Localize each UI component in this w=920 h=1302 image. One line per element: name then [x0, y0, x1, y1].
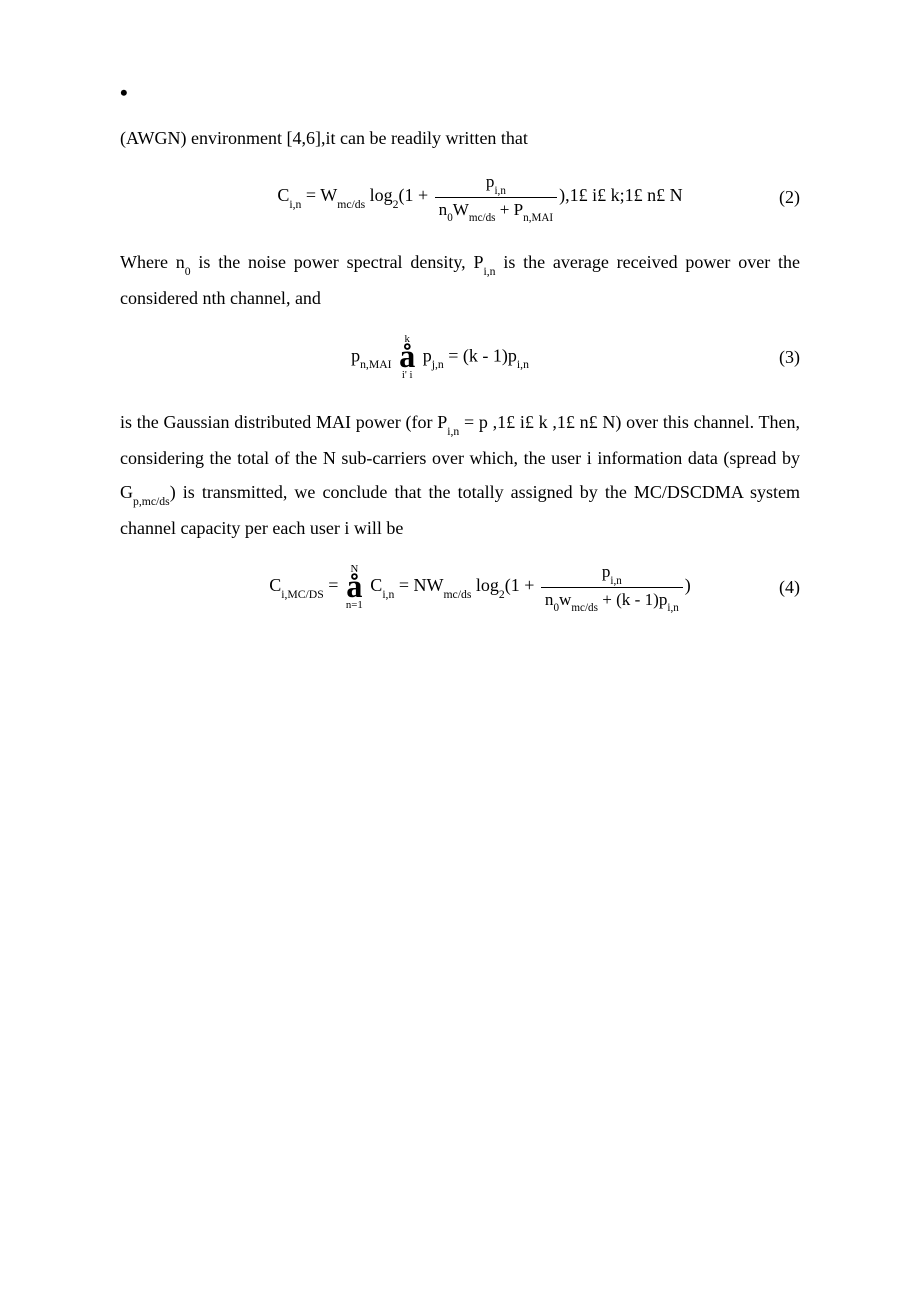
- eq2-cond: 1£ i£ k;1£ n£ N: [570, 185, 683, 205]
- eq2-den-n: n: [439, 200, 448, 219]
- paragraph-mai: is the Gaussian distributed MAI power (f…: [120, 405, 800, 545]
- eq2-den-P-sub: n,MAI: [523, 212, 553, 224]
- eq4-eq1: =: [324, 575, 343, 595]
- eq2-fraction: pi,nn0Wmc/ds + Pn,MAI: [435, 172, 557, 222]
- p2-P: P: [474, 252, 484, 272]
- eq3-p-sub: n,MAI: [360, 358, 392, 371]
- eq2-den-n-sub: 0: [447, 212, 453, 224]
- eq4-sum-operator: N å n=1: [346, 564, 363, 611]
- eq4-den-p-sub: i,n: [667, 602, 678, 614]
- p3-P-sub: i,n: [447, 425, 459, 438]
- p3-G: G: [120, 482, 133, 502]
- equation-2-number: (2): [760, 187, 800, 208]
- p3-prefix: is the Gaussian distributed MAI power (f…: [120, 412, 437, 432]
- eq2-num-p-sub: i,n: [494, 185, 505, 197]
- eq2-log: log: [365, 185, 393, 205]
- p3-eq: = p ,1£ i£ k ,1£ n£ N: [459, 412, 615, 432]
- equation-2-row: Ci,n = Wmc/ds log2(1 + pi,nn0Wmc/ds + Pn…: [120, 167, 800, 227]
- eq4-den-w: w: [559, 590, 571, 609]
- equation-3-row: pn,MAI k å i' i pj,n = (k - 1)pi,n (3): [120, 327, 800, 387]
- equation-4: Ci,MC/DS = N å n=1 Ci,n = NWmc/ds log2(1…: [120, 562, 760, 612]
- paragraph-awgn: (AWGN) environment [4,6],it can be readi…: [120, 121, 800, 155]
- eq4-eq2: = NW: [394, 575, 443, 595]
- p2-prefix: Where: [120, 252, 176, 272]
- eq2-den-W: W: [453, 200, 469, 219]
- eq4-log: log: [471, 575, 499, 595]
- equation-3-number: (3): [760, 347, 800, 368]
- eq4-fraction: pi,nn0wmc/ds + (k - 1)pi,n: [541, 562, 683, 612]
- eq3-sum-mid: å: [399, 343, 415, 372]
- eq2-W-sub: mc/ds: [337, 198, 365, 211]
- eq2-open: (1 +: [399, 185, 433, 205]
- eq2-den-P: P: [514, 200, 524, 219]
- eq2-close: ),: [559, 185, 570, 205]
- eq2-den-W-sub: mc/ds: [469, 212, 496, 224]
- eq2-lhs-C: C: [277, 185, 289, 205]
- eq2-den-plus: +: [495, 200, 513, 219]
- bullet-marker: •: [120, 80, 800, 106]
- eq4-log-sub: 2: [499, 588, 505, 601]
- equation-2: Ci,n = Wmc/ds log2(1 + pi,nn0Wmc/ds + Pn…: [120, 172, 760, 222]
- eq4-sum-lower: n=1: [346, 600, 363, 611]
- eq4-close: ): [685, 575, 691, 595]
- p3-P: P: [437, 412, 447, 432]
- eq2-lhs-C-sub: i,n: [289, 198, 301, 211]
- p2-mid1: is the noise power spectral density,: [191, 252, 474, 272]
- p2-n0: n: [176, 252, 185, 272]
- eq3-pi-sub: i,n: [517, 358, 529, 371]
- eq4-sum-mid: å: [346, 573, 363, 602]
- eq2-eq: =: [301, 185, 320, 205]
- eq3-eq: = (k - 1)p: [444, 345, 517, 365]
- eq4-lhs-C-sub: i,MC/DS: [281, 588, 324, 601]
- eq2-W: W: [320, 185, 337, 205]
- p2-P-sub: i,n: [484, 265, 496, 278]
- eq4-den-w-sub: mc/ds: [571, 602, 598, 614]
- paragraph-where: Where n0 is the noise power spectral den…: [120, 245, 800, 315]
- eq4-den-n-sub: 0: [553, 602, 559, 614]
- p2-n0-sub: 0: [185, 265, 191, 278]
- equation-4-number: (4): [760, 577, 800, 598]
- eq4-lhs-C: C: [269, 575, 281, 595]
- eq4-C2-sub: i,n: [382, 588, 394, 601]
- eq4-open: (1 +: [505, 575, 539, 595]
- equation-3: pn,MAI k å i' i pj,n = (k - 1)pi,n: [120, 334, 760, 381]
- eq3-p: p: [351, 345, 360, 365]
- equation-4-row: Ci,MC/DS = N å n=1 Ci,n = NWmc/ds log2(1…: [120, 557, 800, 617]
- eq3-pj: p: [418, 345, 432, 365]
- eq2-log-sub: 2: [393, 198, 399, 211]
- eq3-sum-operator: k å i' i: [399, 334, 415, 381]
- eq4-W-sub: mc/ds: [443, 588, 471, 601]
- p3-G-sub: p,mc/ds: [133, 495, 170, 508]
- eq4-den-mid: + (k - 1)p: [598, 590, 667, 609]
- eq4-C2: C: [366, 575, 383, 595]
- eq4-num-p-sub: i,n: [610, 575, 621, 587]
- p3-end: ) is transmitted, we conclude that the t…: [120, 482, 800, 538]
- eq3-pj-sub: j,n: [432, 358, 444, 371]
